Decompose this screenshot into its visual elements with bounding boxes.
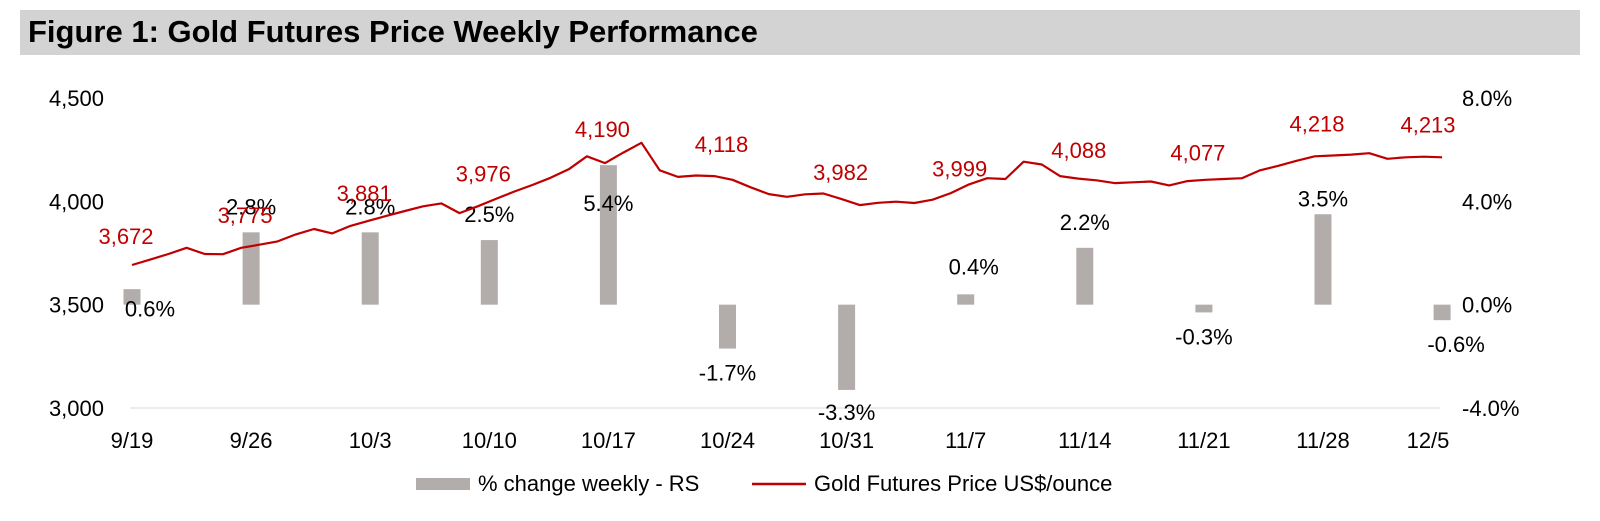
- legend-bar-label: % change weekly - RS: [478, 471, 699, 496]
- price-value-label: 3,999: [932, 157, 987, 182]
- x-tick-label: 11/7: [945, 428, 986, 453]
- price-value-label: 3,881: [337, 181, 392, 206]
- x-tick-label: 10/31: [819, 428, 874, 453]
- x-tick-label: 10/24: [700, 428, 755, 453]
- x-tick-label: 11/21: [1177, 428, 1230, 453]
- bar: [361, 232, 379, 305]
- price-value-label: 4,218: [1289, 111, 1344, 136]
- y-left-tick-label: 4,500: [49, 86, 104, 111]
- x-tick-label: 11/28: [1296, 428, 1349, 453]
- price-value-label: 4,213: [1400, 112, 1455, 137]
- price-value-label: 4,088: [1051, 138, 1106, 163]
- y-right-tick-label: 4.0%: [1462, 189, 1512, 214]
- bar-value-label: 3.5%: [1298, 186, 1348, 211]
- price-value-label: 3,976: [456, 161, 511, 186]
- x-tick-label: 12/5: [1407, 428, 1450, 453]
- bar-value-label: 0.4%: [949, 254, 999, 279]
- x-tick-label: 10/3: [349, 428, 392, 453]
- price-value-label: 3,775: [218, 203, 273, 228]
- legend-bar-swatch: [416, 478, 470, 490]
- bar-value-label: 2.5%: [464, 202, 514, 227]
- bar: [957, 294, 975, 305]
- bar-value-label: 2.8%: [226, 194, 276, 219]
- legend-line-label: Gold Futures Price US$/ounce: [814, 471, 1112, 496]
- bar-value-label: 2.2%: [1060, 210, 1110, 235]
- y-left-tick-label: 3,000: [49, 396, 104, 421]
- x-tick-label: 11/14: [1058, 428, 1111, 453]
- y-right-tick-label: 0.0%: [1462, 293, 1512, 318]
- price-value-label: 3,672: [98, 224, 153, 249]
- bar: [480, 240, 498, 305]
- bar: [1433, 304, 1451, 321]
- bar-value-label: -3.3%: [818, 400, 875, 425]
- price-value-label: 3,982: [813, 160, 868, 185]
- price-value-label: 4,190: [575, 117, 630, 142]
- x-tick-label: 9/26: [230, 428, 273, 453]
- y-right-tick-label: -4.0%: [1462, 396, 1519, 421]
- figure-title: Figure 1: Gold Futures Price Weekly Perf…: [28, 14, 758, 49]
- x-tick-label: 10/17: [581, 428, 636, 453]
- price-line: [131, 141, 1443, 267]
- bar-value-label: -1.7%: [699, 361, 756, 386]
- bar: [838, 304, 856, 390]
- figure-title-bar: Figure 1: Gold Futures Price Weekly Perf…: [20, 10, 1580, 55]
- y-right-tick-label: 8.0%: [1462, 86, 1512, 111]
- bar: [1195, 304, 1213, 313]
- y-left-tick-label: 3,500: [49, 293, 104, 318]
- bar: [123, 289, 141, 305]
- bar: [719, 304, 736, 349]
- price-value-label: 4,118: [695, 132, 748, 157]
- bar: [599, 165, 617, 305]
- bar: [1076, 247, 1094, 305]
- y-left-tick-label: 4,000: [49, 189, 104, 214]
- bar-value-label: -0.3%: [1175, 324, 1232, 349]
- price-value-label: 4,077: [1170, 140, 1225, 165]
- x-tick-label: 9/19: [111, 428, 154, 453]
- bar: [1314, 214, 1332, 305]
- x-tick-label: 10/10: [462, 428, 517, 453]
- bar: [242, 232, 260, 305]
- bar-value-label: 5.4%: [583, 191, 633, 216]
- bar-value-label: -0.6%: [1427, 332, 1484, 357]
- bar-value-label: 0.6%: [125, 297, 175, 322]
